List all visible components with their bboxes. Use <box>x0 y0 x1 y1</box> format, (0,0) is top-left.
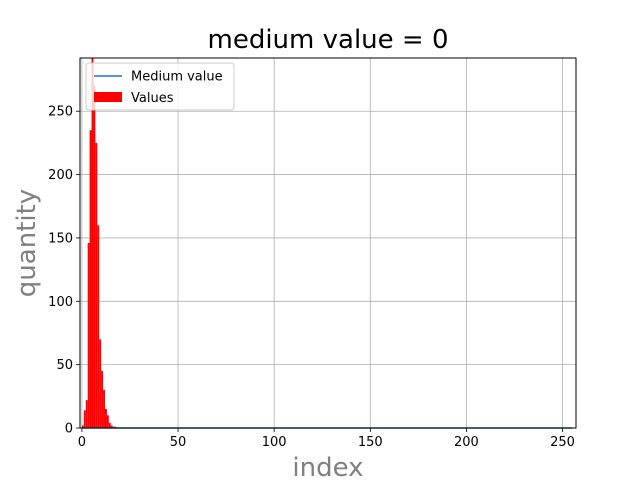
y-tick-label: 50 <box>56 358 73 373</box>
bar <box>89 130 92 429</box>
y-tick-label: 250 <box>48 105 73 120</box>
bar <box>83 410 86 428</box>
legend-label-medium-value: Medium value <box>131 70 223 85</box>
bar <box>110 425 113 428</box>
bar <box>103 389 105 428</box>
bar <box>99 339 102 428</box>
y-tick-label: 100 <box>48 295 73 310</box>
bar <box>95 142 98 428</box>
legend-swatch-values <box>94 92 122 102</box>
bar <box>106 415 109 428</box>
x-tick-label: 50 <box>170 435 187 450</box>
x-tick-label: 150 <box>358 435 383 450</box>
y-axis-ticks: 0 50 100 150 200 250 <box>48 105 80 437</box>
legend: Medium value Values <box>85 62 235 111</box>
x-tick-label: 250 <box>550 435 575 450</box>
x-axis-ticks: 0 50 100 150 200 250 <box>78 428 575 450</box>
y-axis-label: quantity <box>12 189 42 297</box>
legend-label-values: Values <box>131 91 174 106</box>
legend-frame <box>85 62 235 111</box>
plot-area <box>80 58 576 428</box>
x-tick-label: 100 <box>262 435 287 450</box>
bar <box>93 85 96 428</box>
bar <box>91 58 94 428</box>
x-tick-label: 0 <box>78 435 86 450</box>
bar <box>101 370 104 428</box>
y-tick-label: 150 <box>48 231 73 246</box>
plot-frame <box>79 57 577 429</box>
bars-group <box>81 58 117 429</box>
bar <box>97 225 100 428</box>
bar <box>81 425 84 428</box>
x-tick-label: 200 <box>454 435 479 450</box>
bar <box>104 408 107 428</box>
y-tick-label: 200 <box>48 168 73 183</box>
bar <box>85 400 88 428</box>
y-tick-label: 0 <box>65 422 73 437</box>
chart-title: medium value = 0 <box>208 25 449 55</box>
bar <box>87 243 90 428</box>
x-axis-label: index <box>292 453 363 480</box>
bar <box>108 422 111 428</box>
